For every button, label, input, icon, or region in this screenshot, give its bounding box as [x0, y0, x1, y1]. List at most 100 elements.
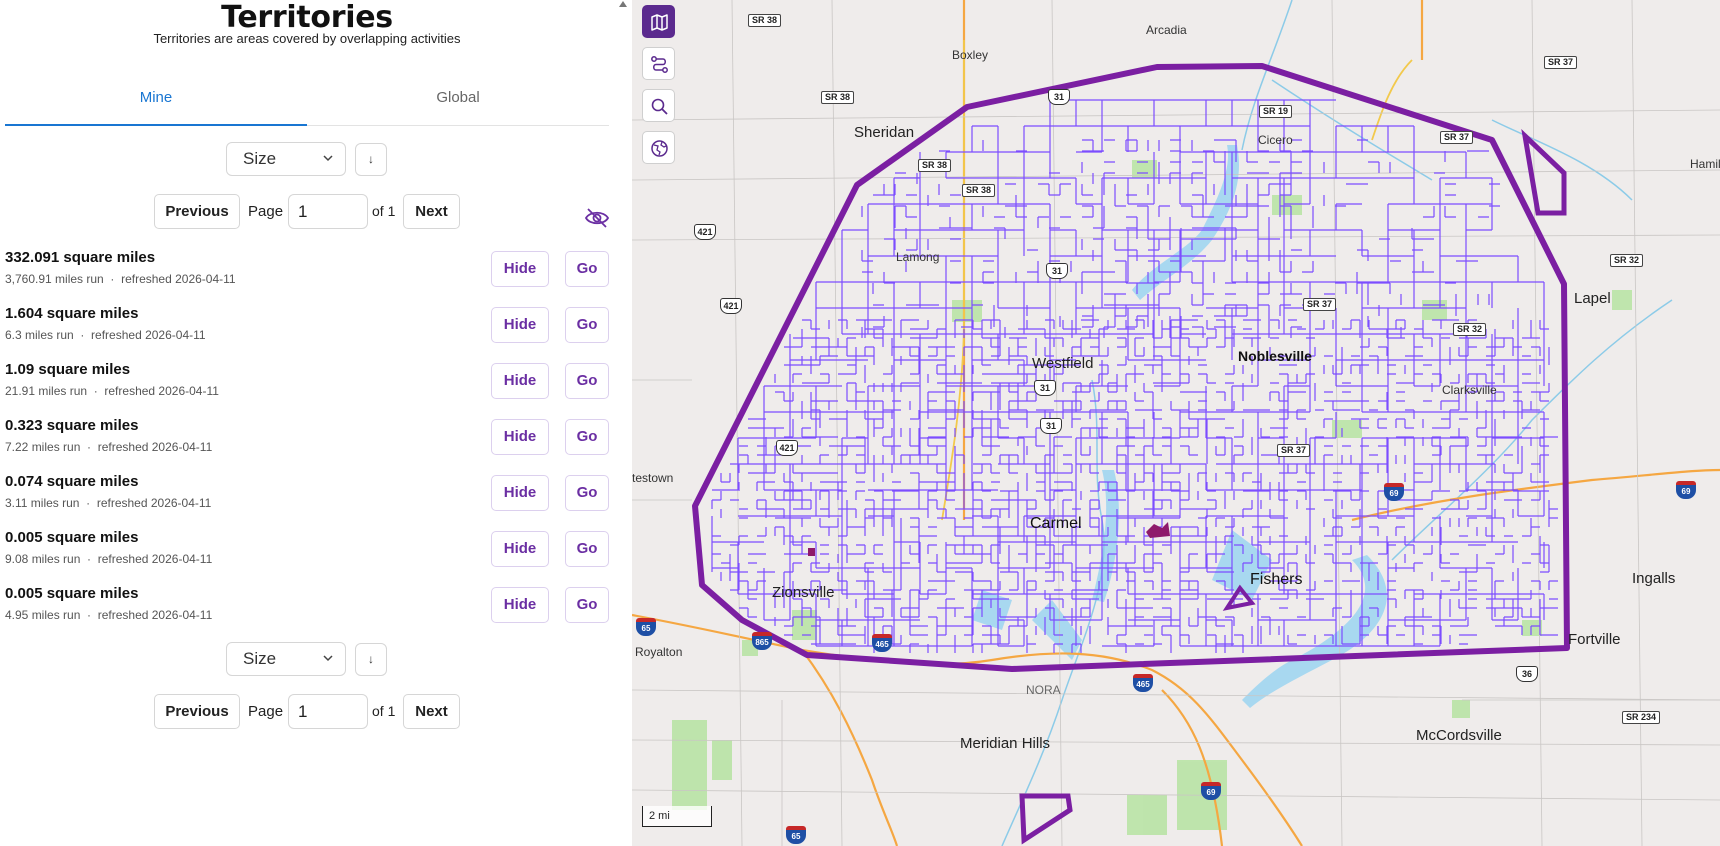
sort-controls-bottom: Size ↓ [0, 642, 614, 678]
sort-controls-top: Size ↓ [0, 142, 614, 178]
chevron-down-icon [323, 155, 333, 162]
interstate-shield: 69 [1676, 481, 1696, 499]
page-count: of 1 [372, 703, 396, 719]
route-shield: SR 37 [1440, 131, 1474, 144]
route-button[interactable] [642, 47, 675, 80]
route-shield: SR 234 [1622, 711, 1661, 724]
interstate-shield: 65 [636, 618, 656, 636]
place-label: Fishers [1250, 571, 1303, 588]
tab-global[interactable]: Global [436, 89, 480, 106]
go-button[interactable]: Go [565, 307, 609, 343]
us-route-shield: 31 [1034, 380, 1056, 396]
tab-mine[interactable]: Mine [5, 78, 307, 126]
hide-button[interactable]: Hide [491, 419, 549, 455]
territory-meta: 6.3 miles run · refreshed 2026-04-11 [5, 328, 206, 342]
map-view[interactable]: Arcadia Boxley Sheridan Cicero Lamong We… [632, 0, 1720, 846]
hide-button[interactable]: Hide [491, 307, 549, 343]
minor-roads [632, 0, 1720, 846]
place-label: Sheridan [854, 124, 915, 141]
sort-direction-button[interactable]: ↓ [355, 143, 387, 176]
go-button[interactable]: Go [565, 363, 609, 399]
route-shield: SR 38 [748, 14, 782, 27]
page-subtitle: Territories are areas covered by overlap… [153, 31, 461, 46]
page-title: Territories [221, 0, 393, 35]
interstate-shield: 465 [1133, 674, 1153, 692]
sort-select[interactable]: Size [226, 642, 346, 676]
us-route-shield: 31 [1046, 263, 1068, 279]
territory-row: 0.005 square miles 9.08 miles run · refr… [0, 524, 614, 580]
us-route-shield: 31 [1048, 89, 1070, 105]
us-route-shield: 421 [776, 440, 798, 456]
place-label: Carmel [1030, 515, 1082, 532]
territory-row: 0.005 square miles 4.95 miles run · refr… [0, 580, 614, 636]
territory-fill-west [808, 548, 815, 556]
hide-button[interactable]: Hide [491, 587, 549, 623]
territory-outline-ne [1521, 129, 1567, 216]
territory-area: 1.604 square miles [5, 305, 139, 322]
territory-area: 0.074 square miles [5, 473, 139, 490]
page-count: of 1 [372, 203, 396, 219]
interstate-shield: 865 [752, 632, 772, 650]
us-route-shield: 421 [694, 224, 716, 240]
interstate-shield: 69 [1201, 782, 1221, 800]
place-label: Lapel [1574, 290, 1611, 307]
page-input[interactable]: 1 [288, 194, 368, 229]
chevron-down-icon [323, 655, 333, 662]
route-icon [651, 56, 668, 73]
panel-scrollbar[interactable] [614, 0, 632, 846]
sort-select-value: Size [243, 649, 277, 668]
highways [632, 0, 1720, 846]
map-layer-button[interactable] [642, 5, 675, 38]
place-label: Clarksville [1442, 383, 1497, 397]
territory-row: 1.09 square miles 21.91 miles run · refr… [0, 356, 614, 412]
globe-button[interactable] [642, 131, 675, 164]
next-button[interactable]: Next [403, 694, 460, 729]
route-shield: SR 37 [1303, 298, 1337, 311]
globe-icon [651, 140, 668, 157]
territory-outline-main [692, 63, 1570, 672]
go-button[interactable]: Go [565, 531, 609, 567]
go-button[interactable]: Go [565, 587, 609, 623]
territory-list: 332.091 square miles 3,760.91 miles run … [0, 244, 614, 636]
territory-area: 1.09 square miles [5, 361, 131, 378]
page-input[interactable]: 1 [288, 694, 368, 729]
go-button[interactable]: Go [565, 475, 609, 511]
eye-off-icon[interactable] [584, 207, 610, 229]
place-label: Ingalls [1632, 570, 1676, 587]
go-button[interactable]: Go [565, 419, 609, 455]
place-label: Hamil [1690, 157, 1720, 171]
interstate-shield: 465 [872, 634, 892, 652]
search-icon [651, 98, 668, 115]
place-label: Westfield [1032, 355, 1094, 372]
sort-select[interactable]: Size [226, 142, 346, 176]
territory-meta: 4.95 miles run · refreshed 2026-04-11 [5, 608, 213, 622]
route-shield: SR 19 [1259, 105, 1293, 118]
go-button[interactable]: Go [565, 251, 609, 287]
territory-outline-south [1019, 793, 1073, 845]
route-shield: SR 38 [962, 184, 996, 197]
route-shield: SR 32 [1453, 323, 1487, 336]
tab-bar: Mine Global [5, 78, 609, 126]
hide-button[interactable]: Hide [491, 475, 549, 511]
place-label: testown [632, 471, 674, 485]
previous-button[interactable]: Previous [154, 194, 240, 229]
hide-button[interactable]: Hide [491, 363, 549, 399]
sort-direction-button[interactable]: ↓ [355, 643, 387, 676]
scroll-up-icon[interactable] [619, 1, 627, 7]
territory-area: 0.005 square miles [5, 585, 139, 602]
territory-area: 0.323 square miles [5, 417, 139, 434]
previous-button[interactable]: Previous [154, 694, 240, 729]
route-shield: SR 38 [821, 91, 855, 104]
next-button[interactable]: Next [403, 194, 460, 229]
territory-row: 332.091 square miles 3,760.91 miles run … [0, 244, 614, 300]
rivers [1001, 0, 1673, 846]
hide-button[interactable]: Hide [491, 531, 549, 567]
territory-outline-fishers [1222, 584, 1256, 611]
us-route-shield: 421 [720, 298, 742, 314]
search-button[interactable] [642, 89, 675, 122]
hide-button[interactable]: Hide [491, 251, 549, 287]
place-label: NORA [1026, 683, 1061, 697]
map-scale: 2 mi [642, 806, 712, 827]
territory-meta: 21.91 miles run · refreshed 2026-04-11 [5, 384, 219, 398]
